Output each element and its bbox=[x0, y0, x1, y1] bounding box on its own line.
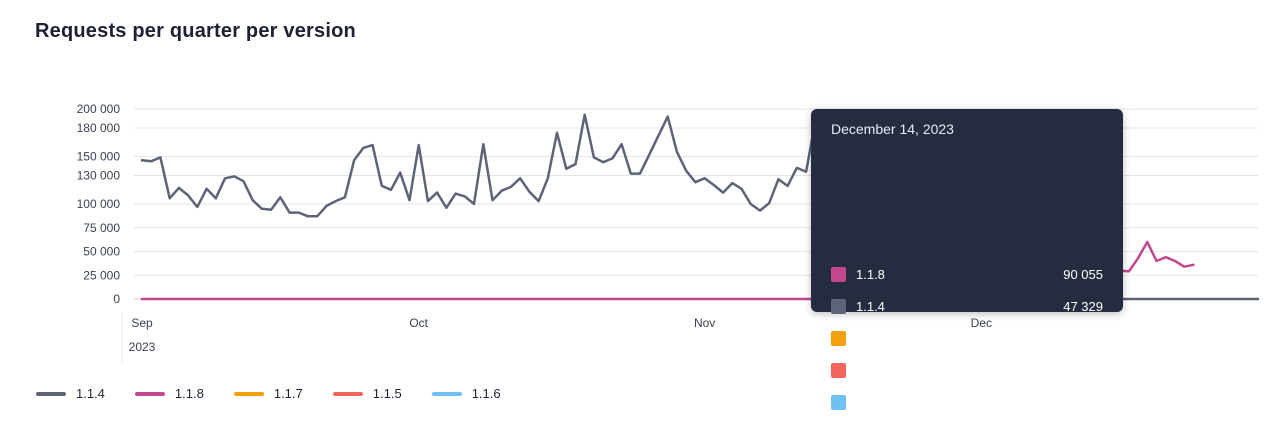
tooltip-series-value: 7 292 bbox=[1070, 362, 1103, 378]
tooltip-series-value: 22 208 bbox=[1063, 330, 1103, 346]
legend-label: 1.1.7 bbox=[273, 386, 303, 401]
tooltip-swatch bbox=[831, 394, 846, 410]
tooltip-series-name: 1.1.7 bbox=[856, 330, 885, 346]
x-tick-label: Oct bbox=[409, 316, 428, 330]
tooltip-row-1-1-4: 1.1.4 47 329 bbox=[831, 296, 1103, 316]
tooltip-swatch bbox=[831, 330, 846, 346]
y-tick-label: 130 000 bbox=[77, 169, 121, 183]
y-tick-label: 0 bbox=[113, 292, 120, 306]
tooltip-row-1-1-5: 1.1.5 7 292 bbox=[831, 360, 1103, 380]
legend-item-1-1-5[interactable]: 1.1.5 bbox=[332, 386, 402, 401]
tooltip-series-name: 1.1.5 bbox=[856, 362, 885, 378]
legend-swatch bbox=[332, 391, 363, 396]
y-tick-label: 50 000 bbox=[83, 245, 120, 259]
tooltip-series-value: 47 329 bbox=[1063, 298, 1103, 314]
y-tick-label: 75 000 bbox=[83, 221, 120, 235]
legend-label: 1.1.5 bbox=[372, 386, 402, 401]
x-tick-label: Dec bbox=[971, 316, 992, 330]
legend-swatch bbox=[233, 391, 264, 396]
tooltip-date: December 14, 2023 bbox=[831, 121, 954, 137]
legend-item-1-1-6[interactable]: 1.1.6 bbox=[431, 386, 501, 401]
legend-item-1-1-4[interactable]: 1.1.4 bbox=[36, 386, 105, 401]
y-tick-label: 150 000 bbox=[77, 150, 121, 164]
legend-label: 1.1.6 bbox=[471, 386, 501, 401]
legend: 1.1.4 1.1.8 1.1.7 1.1.5 1.1.6 bbox=[36, 386, 531, 401]
chart-title: Requests per quarter per version bbox=[35, 20, 356, 42]
x-tick-sublabel: 2023 bbox=[129, 340, 156, 354]
tooltip-row-1-1-8: 1.1.8 90 055 bbox=[831, 264, 1103, 284]
chart-tooltip: December 14, 2023 1.1.8 90 055 1.1.4 47 … bbox=[811, 109, 1123, 410]
x-tick-label: Sep bbox=[131, 316, 153, 330]
legend-swatch bbox=[431, 391, 462, 396]
tooltip-series-name: 1.1.8 bbox=[856, 266, 885, 282]
legend-swatch bbox=[134, 391, 165, 396]
legend-swatch bbox=[36, 391, 66, 396]
legend-label: 1.1.4 bbox=[76, 386, 105, 401]
x-tick-label: Nov bbox=[694, 316, 715, 330]
y-tick-label: 25 000 bbox=[83, 268, 120, 282]
tooltip-series-name: 1.1.4 bbox=[856, 298, 885, 314]
tooltip-row-1-1-7: 1.1.7 22 208 bbox=[831, 328, 1103, 348]
legend-item-1-1-7[interactable]: 1.1.7 bbox=[233, 386, 303, 401]
tooltip-row-1-1-6: 1.1.6 3 102 bbox=[831, 392, 1103, 412]
tooltip-swatch bbox=[831, 362, 846, 378]
tooltip-series-value: 90 055 bbox=[1063, 266, 1103, 282]
legend-item-1-1-8[interactable]: 1.1.8 bbox=[134, 386, 204, 401]
y-tick-label: 200 000 bbox=[77, 102, 121, 116]
y-tick-label: 100 000 bbox=[77, 197, 121, 211]
tooltip-series-name: 1.1.6 bbox=[856, 394, 885, 410]
tooltip-swatch bbox=[831, 298, 846, 314]
y-tick-label: 180 000 bbox=[77, 121, 121, 135]
legend-label: 1.1.8 bbox=[174, 386, 204, 401]
tooltip-swatch bbox=[831, 266, 846, 282]
tooltip-series-value: 3 102 bbox=[1070, 394, 1103, 410]
